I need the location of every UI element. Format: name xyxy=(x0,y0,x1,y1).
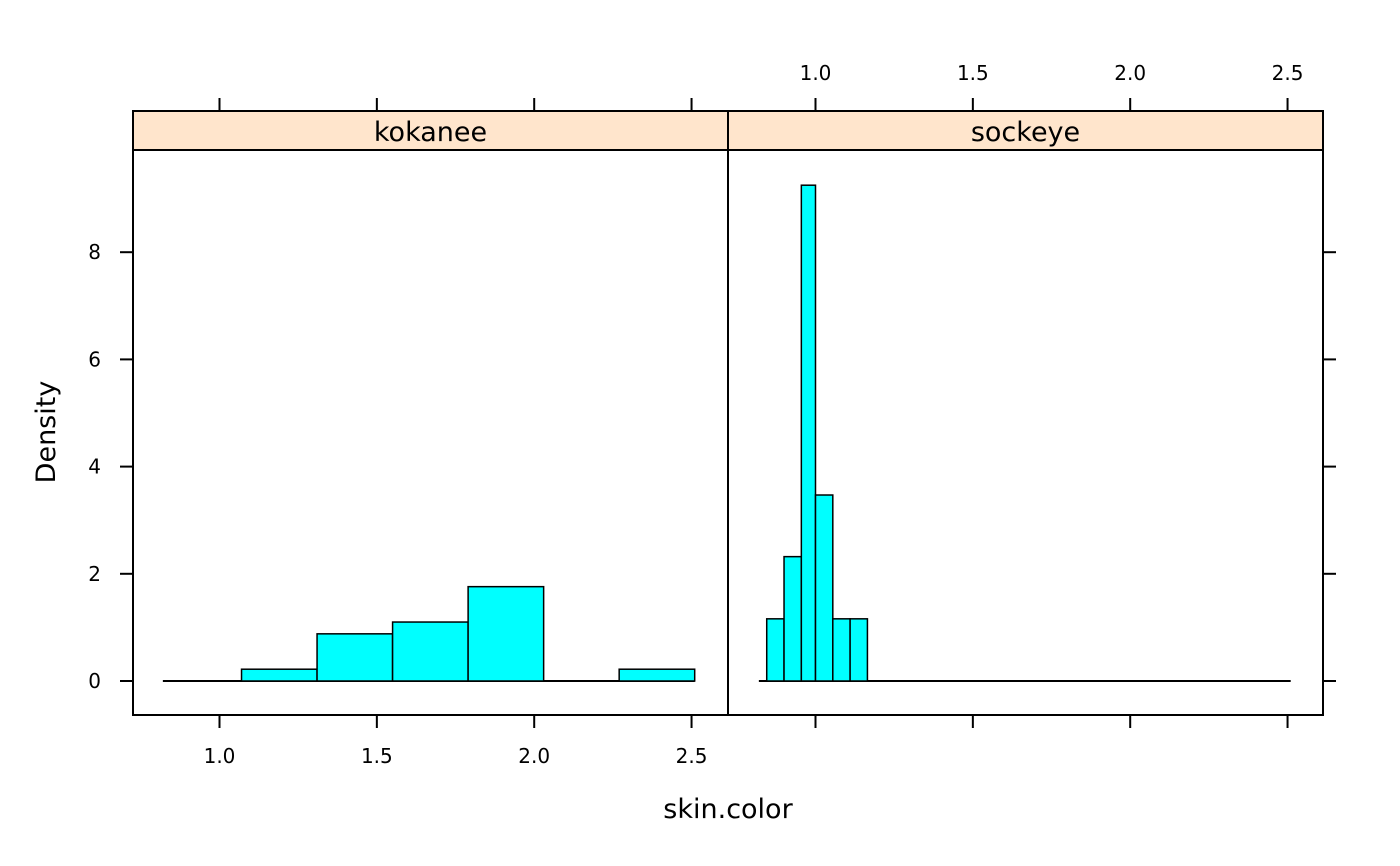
panel-kokanee: kokanee xyxy=(132,110,729,682)
bar-sockeye-1 xyxy=(783,555,803,682)
bar-sockeye-4 xyxy=(832,618,851,682)
x-tick-label-top-0: 1.0 xyxy=(800,61,832,85)
bar-kokanee-0 xyxy=(240,668,318,682)
bar-sockeye-2 xyxy=(800,184,817,682)
x-tick-label-bottom-2: 2.0 xyxy=(518,744,550,768)
x-tick-label-top-2: 2.0 xyxy=(1114,61,1146,85)
bar-sockeye-3 xyxy=(814,494,834,682)
x-tick-label-top-3: 2.5 xyxy=(1272,61,1304,85)
bar-sockeye-0 xyxy=(765,618,785,682)
bar-sockeye-5 xyxy=(849,618,869,682)
strip-label-kokanee: kokanee xyxy=(374,117,487,148)
y-tick-label-2: 4 xyxy=(88,455,101,479)
strip-kokanee xyxy=(132,110,729,151)
y-tick-label-0: 0 xyxy=(88,669,101,693)
y-axis-title: Density xyxy=(31,381,62,484)
axes-layer: 1.0 1.0 1.5 1.5 2.0 2.0 2.5 2.5 0 2 4 6 8 xyxy=(88,61,1336,768)
bar-kokanee-1 xyxy=(316,633,394,682)
bar-kokanee-2 xyxy=(391,621,469,682)
x-tick-label-bottom-1: 1.5 xyxy=(361,744,393,768)
x-tick-label-bottom-0: 1.0 xyxy=(204,744,236,768)
bar-kokanee-3 xyxy=(467,585,545,682)
x-tick-label-bottom-3: 2.5 xyxy=(676,744,708,768)
panel-sockeye: sockeye xyxy=(727,110,1324,682)
x-tick-label-top-1: 1.5 xyxy=(957,61,989,85)
bar-kokanee-5 xyxy=(618,668,696,682)
frames-layer xyxy=(132,149,1324,716)
y-tick-label-1: 2 xyxy=(88,562,101,586)
y-tick-label-4: 8 xyxy=(88,240,101,264)
y-tick-label-3: 6 xyxy=(88,347,101,371)
panels-layer: kokanee sockeye xyxy=(132,110,1324,682)
x-axis-title: skin.color xyxy=(663,794,793,825)
panel-frame-sockeye xyxy=(727,149,1324,716)
strip-label-sockeye: sockeye xyxy=(971,117,1080,148)
